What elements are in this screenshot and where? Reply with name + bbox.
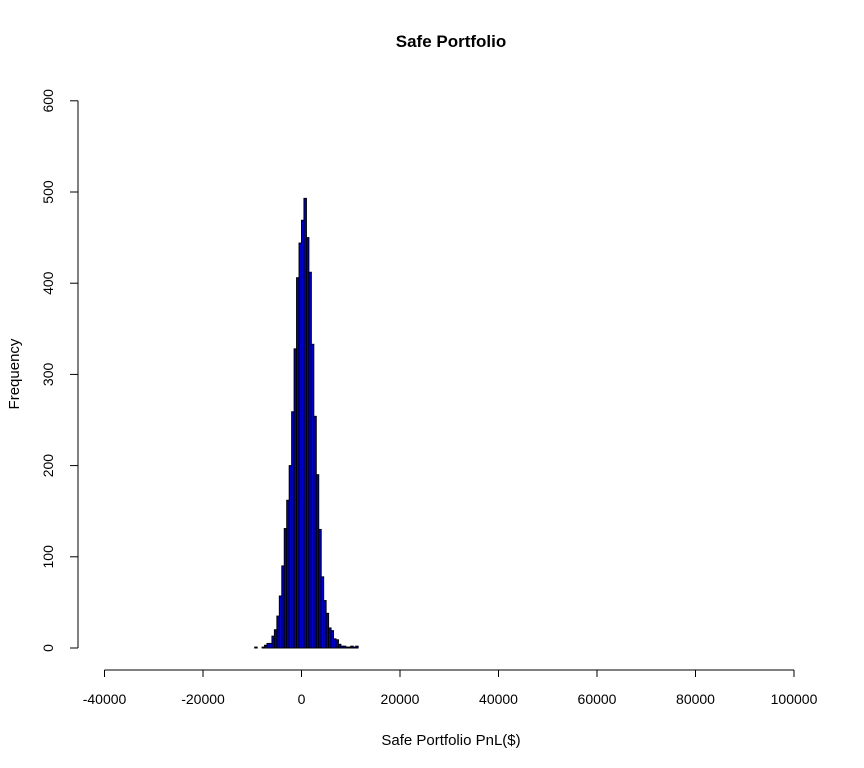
- x-axis-label: Safe Portfolio PnL($): [381, 732, 520, 749]
- x-tick-label: 100000: [771, 691, 818, 707]
- histogram-bar: [254, 646, 258, 649]
- x-tick-label: 20000: [381, 691, 420, 707]
- histogram-bars: [254, 197, 359, 649]
- y-axis: 0 100 200 300 400 500 600: [40, 89, 79, 652]
- x-tick-label: 80000: [676, 691, 715, 707]
- y-tick-label: 200: [40, 454, 56, 478]
- y-tick-label: 300: [40, 363, 56, 387]
- x-tick-label: 0: [298, 691, 306, 707]
- histogram-bar: [355, 645, 359, 649]
- y-tick-label: 100: [40, 545, 56, 569]
- x-tick-label: -40000: [83, 691, 127, 707]
- x-tick-label: -20000: [181, 691, 225, 707]
- y-tick-label: 400: [40, 271, 56, 295]
- chart-title: Safe Portfolio: [396, 32, 507, 51]
- x-tick-label: 40000: [479, 691, 518, 707]
- x-axis: -40000 -20000 0 20000 40000 60000 80000 100000: [83, 669, 818, 707]
- y-tick-label: 600: [40, 89, 56, 113]
- y-tick-label: 0: [40, 644, 56, 652]
- y-tick-label: 500: [40, 180, 56, 204]
- x-tick-label: 60000: [578, 691, 617, 707]
- y-axis-label: Frequency: [6, 338, 23, 409]
